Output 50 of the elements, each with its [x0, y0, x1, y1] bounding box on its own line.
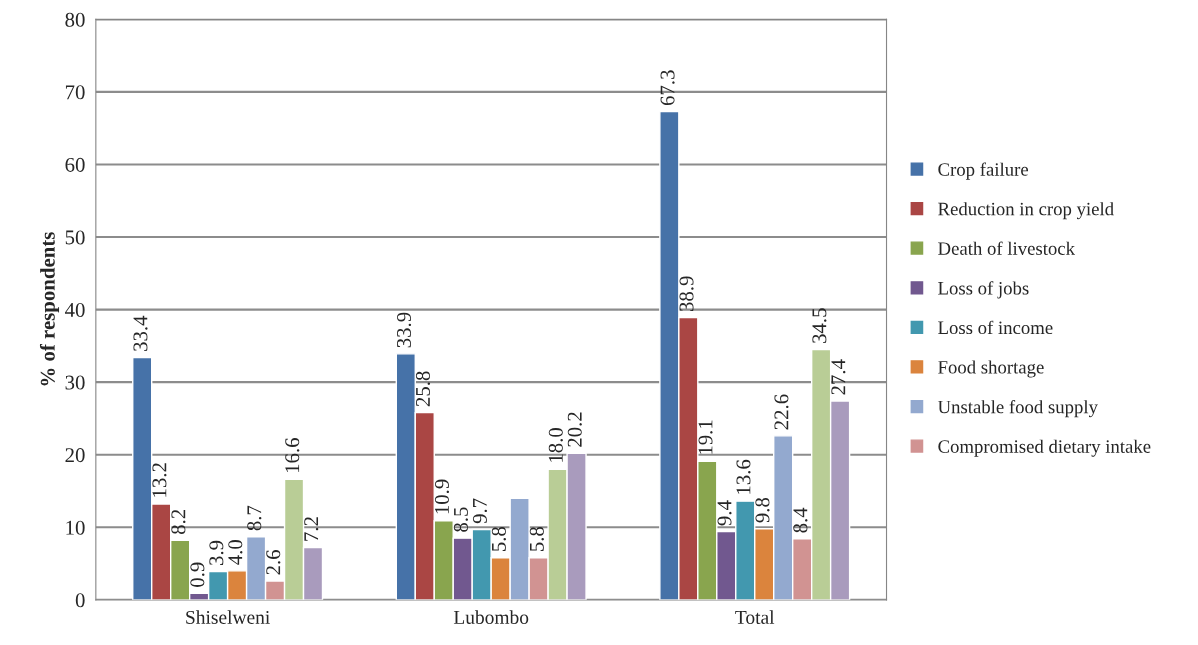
data-label: 20.2: [567, 412, 582, 447]
data-label: 8.7: [247, 505, 262, 531]
y-tick-label: 80: [65, 12, 85, 27]
y-tick-label: 60: [65, 157, 85, 172]
y-tick-label: 10: [66, 520, 85, 535]
y-tick-label: 50: [65, 230, 85, 245]
data-label: 5.8: [491, 526, 506, 551]
data-label: 19.1: [698, 420, 713, 454]
y-axis-title: % of respondents: [39, 232, 60, 386]
data-label: 67.3: [660, 70, 675, 106]
data-label: 25.8: [415, 371, 431, 407]
legend-label: Loss of jobs: [938, 281, 1029, 299]
data-label: 33.4: [133, 315, 148, 351]
data-label: 16.6: [285, 438, 300, 473]
data-label: 3.9: [209, 540, 224, 565]
data-label: 9.8: [755, 497, 770, 523]
y-tick-label: 20: [65, 448, 85, 463]
legend-label: Crop failure: [938, 162, 1029, 180]
y-tick-label: 30: [65, 375, 85, 390]
legend-label: Loss of income: [938, 320, 1053, 335]
legend-label: Food shortage: [938, 360, 1044, 378]
data-label: 8.4: [793, 507, 808, 533]
data-label: 34.5: [812, 308, 827, 343]
data-label: 0.9: [190, 562, 205, 587]
legend-label: Unstable food supply: [937, 399, 1098, 418]
data-label: 8.2: [171, 509, 186, 534]
data-label: 38.9: [679, 276, 694, 312]
data-label: 13.2: [152, 463, 167, 497]
y-tick-label: 40: [65, 302, 85, 318]
x-tick-label: Lubombo: [453, 610, 529, 624]
x-tick-label: Shiselweni: [186, 610, 270, 624]
y-tick-label: 0: [75, 593, 85, 608]
data-label: 8.5: [453, 507, 469, 532]
legend-label: Reduction in crop yield: [938, 202, 1114, 220]
data-label: 13.6: [736, 459, 751, 494]
legend-label: Compromised dietary intake: [938, 439, 1151, 457]
x-tick-label: Total: [735, 610, 775, 624]
data-label: 18.0: [548, 428, 563, 462]
data-label: 5.8: [529, 526, 544, 551]
data-label: 9.4: [717, 500, 732, 526]
data-label: 22.6: [774, 394, 789, 430]
data-label: 2.6: [266, 550, 281, 575]
data-label: 7.2: [304, 517, 319, 541]
data-label: 33.9: [397, 312, 412, 348]
data-label: 27.4: [831, 359, 846, 395]
data-label: 10.9: [434, 479, 450, 514]
legend-label: Death of livestock: [938, 241, 1076, 255]
data-label: 4.0: [228, 540, 243, 565]
data-label: 9.7: [472, 498, 487, 524]
y-tick-label: 70: [65, 85, 85, 100]
